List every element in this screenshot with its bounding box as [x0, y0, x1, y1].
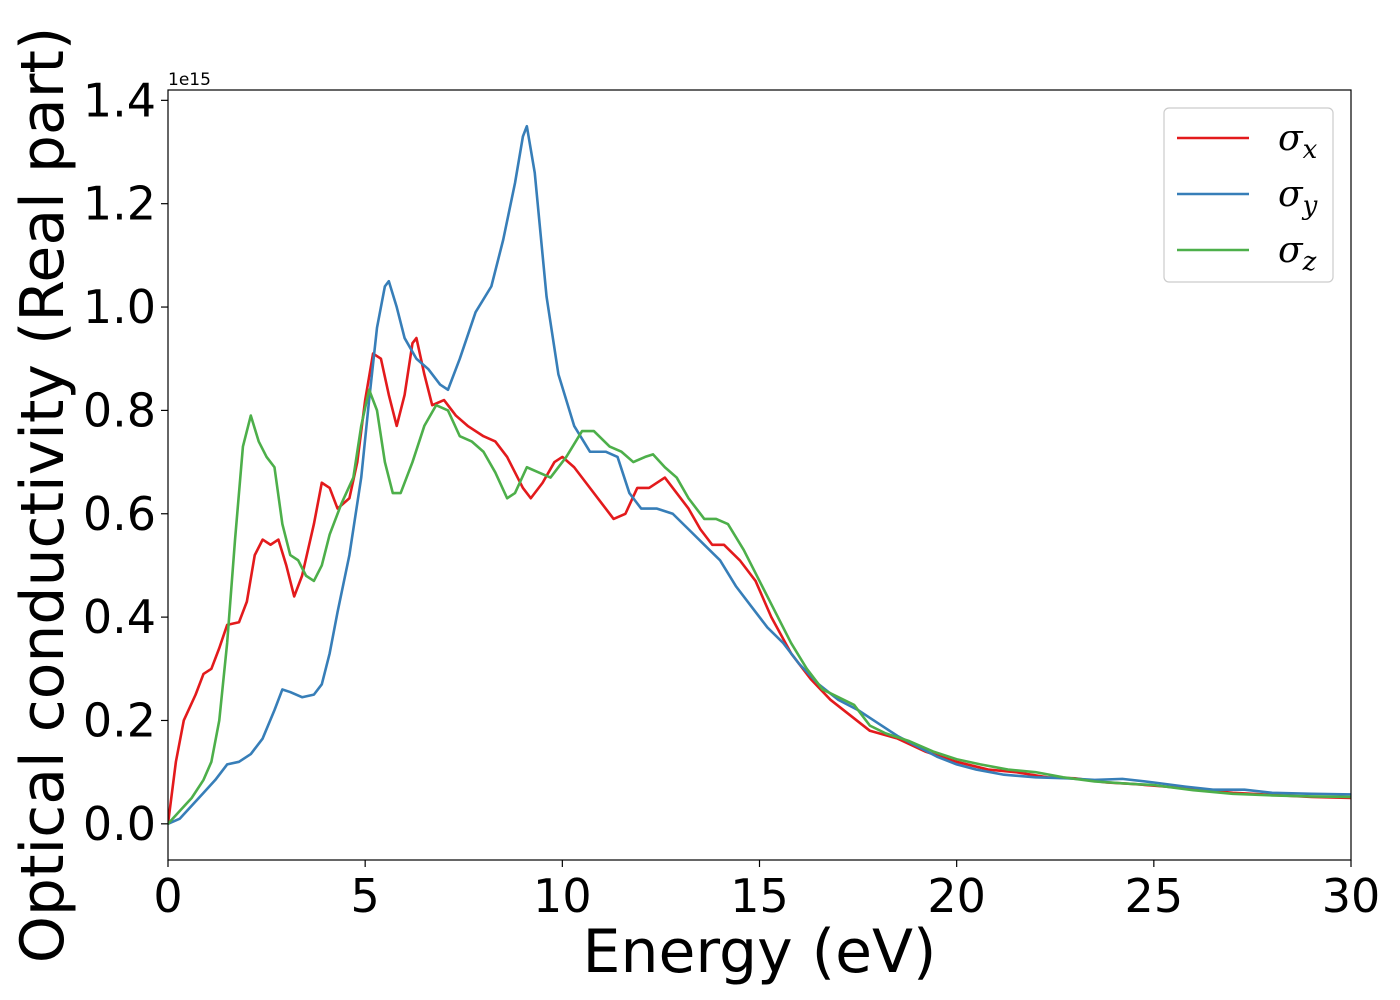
x-tick-label: 10	[533, 869, 592, 923]
y-tick-label: 0.0	[83, 797, 156, 851]
series-line-y	[168, 124, 1351, 826]
y-tick-label: 1.0	[83, 280, 156, 334]
y-tick-label: 1.2	[83, 177, 156, 231]
series-line-z	[168, 388, 1351, 826]
legend: σx σy σz	[1163, 107, 1334, 283]
x-axis-title: Energy (eV)	[583, 917, 937, 987]
y-tick-label: 1.4	[83, 73, 156, 127]
legend-label-z: σz	[1278, 230, 1317, 277]
x-tick-label: 0	[153, 869, 182, 923]
x-tick-label: 5	[351, 869, 380, 923]
series-line-x	[168, 336, 1351, 826]
y-axis-title: Optical conductivity (Real part)	[8, 27, 78, 964]
y-axis-ticks: 0.0 0.2 0.4 0.6 0.8 1.0 1.2 1.4	[83, 73, 168, 851]
x-tick-label: 30	[1322, 869, 1381, 923]
y-tick-label: 0.4	[83, 590, 156, 644]
y-tick-label: 0.2	[83, 693, 156, 747]
x-axis-ticks: 0 5 10 15 20 25 30	[153, 860, 1380, 923]
legend-label-x: σx	[1278, 118, 1318, 165]
legend-label-y: σy	[1278, 174, 1318, 221]
x-tick-label: 15	[730, 869, 789, 923]
y-axis-offset-label: 1e15	[168, 70, 211, 90]
series-lines	[168, 124, 1351, 826]
x-tick-label: 20	[927, 869, 986, 923]
x-tick-label: 25	[1125, 869, 1184, 923]
y-tick-label: 0.8	[83, 383, 156, 437]
y-tick-label: 0.6	[83, 487, 156, 541]
